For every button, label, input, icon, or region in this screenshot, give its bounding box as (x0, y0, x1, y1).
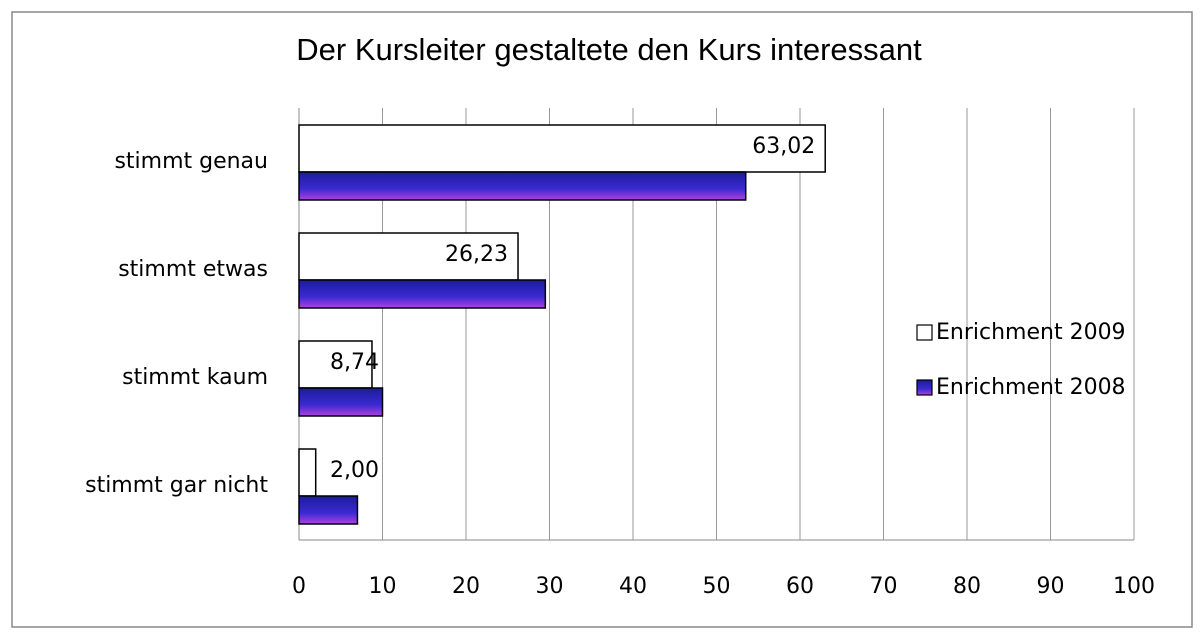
y-tick-label: stimmt etwas (118, 257, 268, 282)
y-tick-label: stimmt gar nicht (85, 473, 268, 498)
legend-label: Enrichment 2008 (936, 375, 1126, 400)
bar (298, 340, 373, 389)
bar (298, 279, 547, 309)
data-label: 2,00 (330, 458, 379, 483)
x-tick-label: 70 (870, 574, 898, 599)
chart-title: Der Kursleiter gestaltete den Kurs inter… (296, 32, 922, 67)
bar (298, 448, 317, 497)
x-tick-label: 60 (786, 574, 814, 599)
data-label: 26,23 (445, 242, 508, 267)
legend-swatch (916, 379, 933, 396)
bar (298, 124, 826, 173)
x-tick-label: 10 (369, 574, 397, 599)
bar (298, 171, 747, 201)
bar (298, 495, 359, 525)
data-label: 63,02 (752, 134, 815, 159)
y-tick-label: stimmt kaum (122, 365, 268, 390)
x-tick-label: 100 (1113, 574, 1155, 599)
bar (298, 387, 384, 417)
x-tick-label: 50 (703, 574, 731, 599)
frame (11, 11, 1193, 628)
x-tick-label: 20 (452, 574, 480, 599)
x-tick-label: 0 (292, 574, 306, 599)
data-label: 8,74 (330, 350, 379, 375)
x-tick-label: 80 (953, 574, 981, 599)
legend-label: Enrichment 2009 (936, 320, 1126, 345)
legend-swatch (916, 324, 933, 341)
x-tick-label: 40 (619, 574, 647, 599)
y-tick-label: stimmt genau (114, 149, 268, 174)
x-tick-label: 90 (1037, 574, 1065, 599)
x-tick-label: 30 (536, 574, 564, 599)
